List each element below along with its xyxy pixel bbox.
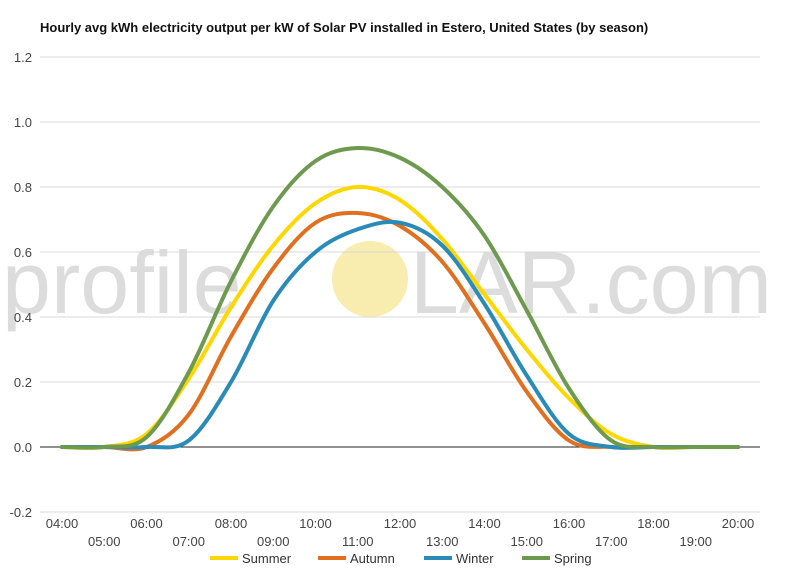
y-tick-label: 0.8 (14, 180, 32, 195)
y-tick-label: 1.2 (14, 50, 32, 65)
y-tick-label: 0.4 (14, 310, 32, 325)
x-tick-label: 11:00 (342, 534, 374, 549)
y-tick-label: 0.2 (14, 375, 32, 390)
legend-label: Summer (242, 551, 292, 566)
x-tick-label: 09:00 (257, 534, 290, 549)
legend-label: Spring (554, 551, 592, 566)
x-tick-label: 04:00 (46, 516, 79, 531)
series-lines (60, 145, 740, 452)
legend-label: Winter (456, 551, 494, 566)
legend-item-summer[interactable]: Summer (210, 551, 292, 566)
x-tick-label: 13:00 (426, 534, 459, 549)
y-axis: -0.2 0.0 0.2 0.4 0.6 0.8 1.0 1.2 (10, 50, 32, 520)
x-tick-label: 08:00 (215, 516, 248, 531)
x-tick-label: 06:00 (130, 516, 163, 531)
watermark-sun-icon (332, 241, 408, 317)
series-line-winter (60, 219, 740, 450)
watermark: profile LAR.com (2, 233, 772, 332)
x-tick-label: 12:00 (384, 516, 417, 531)
series-line-spring (60, 145, 740, 450)
x-tick-label: 05:00 (88, 534, 121, 549)
legend-item-spring[interactable]: Spring (522, 551, 592, 566)
legend-label: Autumn (350, 551, 395, 566)
x-tick-label: 18:00 (637, 516, 670, 531)
watermark-text-left: profile (2, 233, 242, 332)
x-tick-label: 07:00 (172, 534, 205, 549)
x-tick-label: 14:00 (468, 516, 501, 531)
x-tick-label: 17:00 (595, 534, 628, 549)
y-tick-label: 0.0 (14, 440, 32, 455)
y-tick-label: -0.2 (10, 505, 32, 520)
legend-item-winter[interactable]: Winter (424, 551, 494, 566)
y-tick-label: 0.6 (14, 245, 32, 260)
legend-item-autumn[interactable]: Autumn (318, 551, 395, 566)
x-tick-label: 20:00 (722, 516, 755, 531)
x-tick-label: 16:00 (553, 516, 586, 531)
x-tick-label: 15:00 (510, 534, 543, 549)
legend: Summer Autumn Winter Spring (210, 551, 592, 566)
x-tick-label: 19:00 (679, 534, 712, 549)
chart-title: Hourly avg kWh electricity output per kW… (40, 20, 649, 35)
x-axis: 04:00 05:00 06:00 07:00 08:00 09:00 10:00 11:00… (46, 516, 755, 549)
x-tick-label: 10:00 (299, 516, 332, 531)
y-tick-label: 1.0 (14, 115, 32, 130)
